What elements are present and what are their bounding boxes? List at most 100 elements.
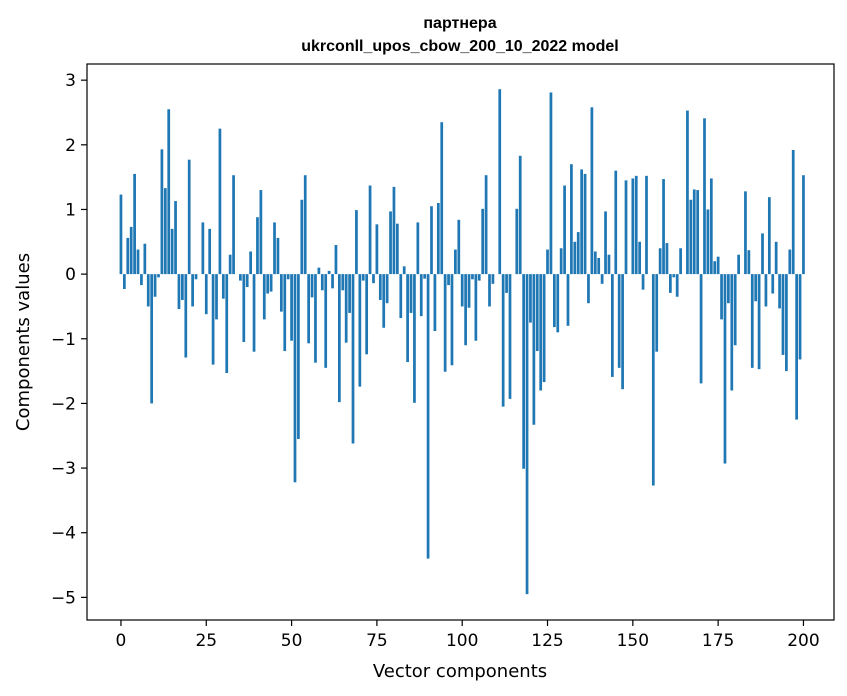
- bar-40: [256, 217, 259, 275]
- bar-2: [126, 237, 130, 275]
- x-tick-label-125: 125: [531, 631, 563, 651]
- bar-36: [242, 274, 246, 342]
- bar-32: [228, 254, 232, 275]
- bar-82: [399, 274, 403, 319]
- bar-33: [232, 175, 235, 275]
- bar-176: [720, 274, 723, 320]
- bar-171: [703, 118, 706, 275]
- bar-100: [460, 274, 464, 307]
- bar-7: [143, 243, 147, 275]
- bar-136: [583, 173, 587, 275]
- bar-175: [716, 256, 720, 275]
- bar-168: [692, 189, 696, 275]
- bar-58: [317, 267, 321, 275]
- bar-42: [262, 274, 266, 320]
- bar-158: [658, 248, 662, 275]
- bar-134: [576, 232, 580, 275]
- bar-31: [225, 274, 229, 374]
- bar-61: [327, 270, 331, 275]
- bar-9: [150, 274, 154, 404]
- bar-142: [604, 211, 607, 275]
- bar-43: [266, 274, 270, 294]
- bar-98: [454, 249, 457, 275]
- x-axis-ticks: 0 25 50 75 100 125 150 175 200: [116, 620, 820, 651]
- bar-177: [723, 274, 727, 464]
- bar-151: [634, 175, 638, 275]
- bar-174: [713, 261, 717, 275]
- bar-30: [221, 274, 225, 299]
- bar-72: [365, 274, 369, 355]
- bar-141: [600, 274, 604, 284]
- bar-107: [484, 175, 488, 275]
- bar-102: [467, 274, 471, 308]
- bar-146: [617, 274, 621, 368]
- x-tick-label-100: 100: [446, 631, 478, 651]
- bar-121: [532, 274, 536, 425]
- bar-163: [675, 274, 679, 297]
- bar-1: [123, 274, 126, 289]
- bar-109: [491, 274, 495, 284]
- bar-27: [211, 274, 215, 365]
- bar-116: [515, 208, 519, 275]
- bar-161: [669, 274, 672, 293]
- bar-127: [552, 274, 556, 328]
- bar-150: [631, 178, 635, 275]
- bar-138: [590, 107, 594, 275]
- bar-52: [297, 274, 300, 439]
- bar-53: [300, 199, 304, 275]
- bar-184: [747, 250, 751, 275]
- bar-125: [546, 249, 549, 275]
- bar-96: [447, 274, 450, 286]
- bar-28: [215, 274, 218, 320]
- bar-97: [450, 274, 454, 366]
- bar-133: [573, 241, 577, 275]
- bar-84: [406, 274, 409, 363]
- bar-147: [621, 274, 624, 390]
- bar-44: [269, 274, 273, 292]
- chart-subtitle: ukrconll_upos_cbow_200_10_2022 model: [301, 38, 618, 55]
- bar-25: [204, 274, 208, 315]
- y-axis-label: Components values: [13, 253, 34, 431]
- bar-76: [378, 274, 382, 300]
- bar-197: [791, 149, 795, 275]
- bar-105: [477, 274, 481, 281]
- bar-68: [351, 274, 355, 444]
- bar-159: [662, 179, 665, 275]
- bar-39: [252, 274, 256, 352]
- bar-4: [133, 173, 136, 275]
- y-tick-label-3: 3: [65, 71, 76, 91]
- bar-200: [802, 175, 805, 275]
- bar-5: [136, 249, 140, 275]
- x-tick-label-50: 50: [281, 631, 303, 651]
- bar-172: [706, 209, 710, 275]
- bar-63: [334, 245, 338, 275]
- bar-162: [672, 274, 676, 278]
- bar-137: [587, 274, 590, 304]
- bar-60: [324, 274, 328, 368]
- bar-80: [392, 186, 396, 275]
- x-tick-label-150: 150: [617, 631, 649, 651]
- y-axis-ticks: −5 −4 −3 −2 −1 0 1 2 3: [51, 71, 87, 608]
- x-tick-label-75: 75: [366, 631, 388, 651]
- bar-195: [785, 274, 788, 372]
- bar-93: [436, 203, 440, 275]
- bar-108: [488, 274, 491, 307]
- bar-144: [610, 274, 614, 377]
- bar-157: [655, 274, 659, 352]
- bar-104: [474, 274, 478, 341]
- bar-143: [607, 254, 611, 275]
- bar-187: [757, 274, 761, 370]
- bar-64: [337, 274, 341, 403]
- bar-183: [744, 191, 747, 275]
- bar-103: [471, 274, 474, 280]
- bar-180: [733, 274, 737, 346]
- bars: [119, 89, 805, 595]
- bar-54: [303, 175, 307, 275]
- bar-73: [368, 185, 372, 275]
- bar-56: [310, 274, 314, 298]
- bar-48: [283, 274, 287, 352]
- bar-70: [358, 274, 362, 387]
- bar-79: [389, 211, 392, 275]
- bar-189: [764, 274, 768, 307]
